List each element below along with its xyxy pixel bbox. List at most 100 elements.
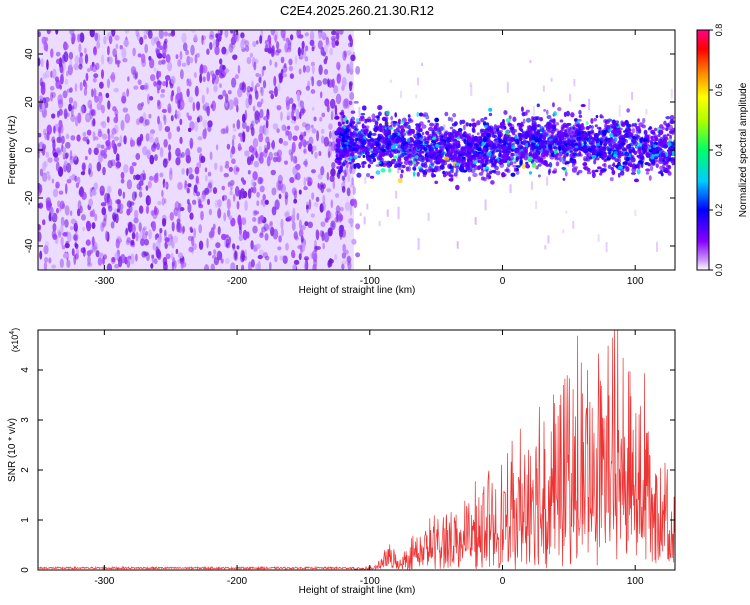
spectrogram-cell <box>350 126 355 129</box>
spectrogram-cell <box>262 124 266 135</box>
spectrogram-cell <box>562 229 565 234</box>
spectrogram-cell <box>435 143 440 148</box>
spectrogram-cell <box>147 30 153 39</box>
chart-title: C2E4.2025.260.21.30.R12 <box>280 3 434 18</box>
spectrogram-cell <box>85 220 91 229</box>
spectrogram-cell <box>89 30 95 38</box>
spectrogram-cell <box>60 236 64 247</box>
spectrogram-cell <box>185 49 189 56</box>
spectrogram-cell <box>150 144 157 152</box>
spectrogram-cell <box>547 235 550 244</box>
spectrogram-cell <box>428 153 434 159</box>
spectrogram-cell <box>511 144 516 150</box>
spectrogram-cell <box>505 118 511 123</box>
spectrogram-cell <box>415 125 421 131</box>
spectrogram-cell <box>187 202 192 213</box>
spectrogram-cell <box>293 232 298 240</box>
spectrogram-cell <box>665 116 671 120</box>
spectrogram-cell <box>499 122 503 127</box>
spectrogram-cell <box>304 221 309 227</box>
spectrogram-cell <box>255 82 260 88</box>
spectrogram-cell <box>348 100 353 106</box>
spectrogram-cell <box>200 155 206 164</box>
spectrogram-cell <box>197 136 203 141</box>
spectrogram-cell <box>326 40 331 48</box>
spectrogram-cell <box>217 94 224 100</box>
spectrogram-cell <box>637 163 641 170</box>
spectrogram-cell <box>638 142 643 146</box>
spectrogram-cell <box>106 78 111 89</box>
spectrogram-cell <box>659 165 663 171</box>
spectrogram-cell <box>476 155 482 160</box>
spectrogram-cell <box>590 125 594 129</box>
spectrogram-cell <box>385 110 390 116</box>
spectrogram-cell <box>256 191 260 198</box>
spectrogram-cell <box>325 36 330 46</box>
spectrogram-cell <box>154 154 158 162</box>
spectrogram-cell <box>114 208 117 214</box>
spectrogram-cell <box>621 122 626 127</box>
spectrogram-cell <box>120 253 126 264</box>
spectrogram-cell <box>429 122 435 127</box>
spectrogram-cell <box>210 104 214 109</box>
spectrogram-cell <box>421 131 425 136</box>
spectrogram-cell <box>455 165 461 170</box>
spectrogram-cell <box>179 118 183 126</box>
spectrogram-cell <box>46 171 50 176</box>
spectrogram-cell <box>47 174 51 181</box>
spectrogram-cell <box>91 222 96 229</box>
spectrogram-cell <box>135 152 141 161</box>
spectrogram-cell <box>65 240 70 248</box>
spectrogram-cell <box>245 125 250 133</box>
spectrogram-cell <box>477 165 482 170</box>
spectrogram-cell <box>485 147 489 152</box>
spectrogram-cell <box>386 209 389 217</box>
spectrogram-cell <box>555 161 560 167</box>
spectrogram-cell <box>175 92 182 101</box>
spectrogram-cell <box>395 160 399 167</box>
spectrogram-cell <box>331 30 337 36</box>
spectrogram-cell <box>366 139 371 142</box>
spectrogram-cell <box>632 138 636 142</box>
spectrogram-cell <box>206 71 211 82</box>
spectrogram-cell <box>346 255 351 266</box>
spectrogram-cell <box>74 116 79 127</box>
spectrogram-cell <box>452 140 457 145</box>
spectrogram-cell <box>357 131 362 136</box>
spectrogram-cell <box>653 134 659 138</box>
spectrogram-cell <box>271 187 277 196</box>
spectrogram-cell <box>189 226 193 232</box>
spectrogram-cell <box>303 186 308 191</box>
spectrogram-cell <box>279 73 283 83</box>
spectrogram-cell <box>463 124 466 131</box>
spectrogram-cell <box>421 62 424 67</box>
spectrogram-cell <box>604 122 608 129</box>
spectrogram-cell <box>400 128 406 133</box>
spectrogram-cell <box>335 138 341 144</box>
spectrogram-cell <box>503 145 508 151</box>
spectrogram-cell <box>64 183 68 195</box>
spectrogram-cell <box>412 160 417 165</box>
spectrogram-cell <box>471 118 476 122</box>
spectrogram-cell <box>344 249 349 255</box>
spectrogram-cell <box>271 45 275 54</box>
spectrogram-cell <box>431 130 435 134</box>
spectrogram-cell <box>177 252 184 259</box>
spectrogram-cell <box>91 109 97 117</box>
spectrogram-cell <box>466 142 471 146</box>
spectrogram-cell <box>140 205 143 214</box>
spectrogram-cell <box>60 135 65 145</box>
spectrogram-cell <box>610 166 615 171</box>
spectrogram-cell <box>367 163 371 169</box>
spectrogram-cell <box>240 32 245 39</box>
spectrogram-cell <box>372 140 376 147</box>
spectrogram-cell <box>499 162 505 168</box>
spectrogram-cell <box>304 158 308 168</box>
spectrogram-cell <box>397 162 400 174</box>
spectrogram-cell <box>135 253 138 262</box>
spectrogram-cell <box>542 135 547 140</box>
spectrogram-cell <box>96 161 102 172</box>
spectrogram-cell <box>439 140 444 146</box>
spectrogram-cell <box>295 108 300 120</box>
spectrogram-cell <box>542 159 548 166</box>
